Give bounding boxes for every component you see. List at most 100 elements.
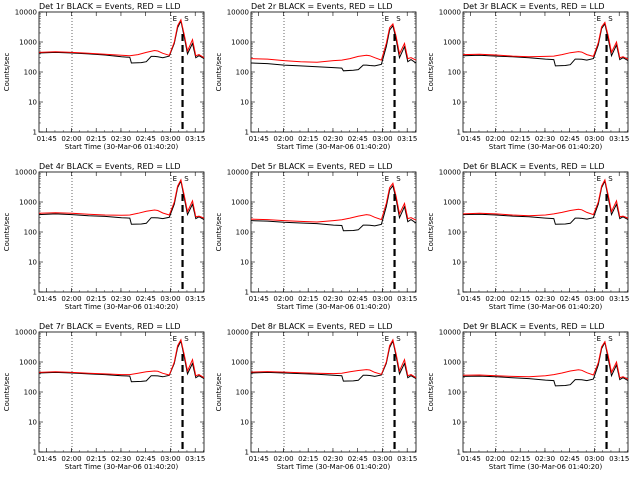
x-tick-label: 03:00 xyxy=(160,295,180,303)
x-tick-label: 02:30 xyxy=(323,455,343,463)
x-tick-label: 03:00 xyxy=(160,135,180,143)
plot-frame xyxy=(462,171,629,293)
y-tick-label: 10000 xyxy=(439,169,461,177)
peak-label-e: E xyxy=(173,15,177,23)
peak-label-e: E xyxy=(385,15,389,23)
y-axis-label: Counts/sec xyxy=(3,373,11,412)
x-tick-label: 02:15 xyxy=(510,295,530,303)
events-series-line xyxy=(38,339,205,383)
y-tick-label: 1000 xyxy=(443,39,461,47)
x-tick-label: 03:15 xyxy=(397,295,417,303)
y-axis-label: Counts/sec xyxy=(215,53,223,92)
y-tick-label: 10000 xyxy=(15,9,37,17)
x-tick-label: 03:15 xyxy=(397,455,417,463)
lld-series-line xyxy=(38,18,205,59)
peak-label-e: E xyxy=(597,335,601,343)
x-tick-label: 02:30 xyxy=(111,135,131,143)
lld-series-line xyxy=(462,21,629,60)
y-tick-label: 10000 xyxy=(227,9,249,17)
x-axis-label: Start Time (30-Mar-06 01:40:20) xyxy=(277,463,391,471)
events-series-line xyxy=(38,179,205,225)
y-tick-label: 1000 xyxy=(443,199,461,207)
x-tick-label: 03:15 xyxy=(185,455,205,463)
y-axis-label: Counts/sec xyxy=(215,373,223,412)
y-tick-label: 1000 xyxy=(19,199,37,207)
chart-title: Det 2r BLACK = Events, RED = LLD xyxy=(251,2,393,11)
x-tick-label: 02:30 xyxy=(535,295,555,303)
x-tick-label: 02:45 xyxy=(348,135,368,143)
y-tick-label: 1 xyxy=(33,289,37,297)
x-tick-label: 02:00 xyxy=(61,455,81,463)
peak-label-s: S xyxy=(184,15,189,23)
y-axis-label: Counts/sec xyxy=(427,53,435,92)
events-series-line xyxy=(250,24,417,72)
y-tick-label: 10 xyxy=(28,259,37,267)
x-tick-label: 03:15 xyxy=(609,455,629,463)
y-tick-label: 1 xyxy=(457,449,461,457)
peak-label-s: S xyxy=(184,175,189,183)
peak-label-s: S xyxy=(608,335,613,343)
lld-series-line xyxy=(462,178,629,219)
x-tick-label: 02:15 xyxy=(510,455,530,463)
y-tick-label: 100 xyxy=(24,389,37,397)
x-tick-label: 03:15 xyxy=(185,295,205,303)
plot-frame xyxy=(250,11,417,133)
lld-series-line xyxy=(462,340,629,380)
x-tick-label: 01:45 xyxy=(461,295,481,303)
y-tick-label: 100 xyxy=(236,389,249,397)
y-tick-label: 10 xyxy=(240,419,249,427)
peak-label-s: S xyxy=(184,335,189,343)
peak-label-e: E xyxy=(173,175,177,183)
y-tick-label: 1 xyxy=(457,289,461,297)
peak-label-s: S xyxy=(396,175,401,183)
x-tick-label: 01:45 xyxy=(37,135,57,143)
peak-label-e: E xyxy=(597,175,601,183)
x-tick-label: 01:45 xyxy=(37,295,57,303)
chart-panel-2: Det 2r BLACK = Events, RED = LLD 1 10 100 10… xyxy=(215,2,417,151)
x-tick-label: 03:00 xyxy=(584,455,604,463)
peak-label-s: S xyxy=(608,175,613,183)
x-tick-label: 02:45 xyxy=(560,295,580,303)
peak-label-s: S xyxy=(608,15,613,23)
x-tick-label: 01:45 xyxy=(249,295,269,303)
x-tick-label: 02:00 xyxy=(273,295,293,303)
y-axis-label: Counts/sec xyxy=(427,373,435,412)
chart-title: Det 5r BLACK = Events, RED = LLD xyxy=(251,162,393,171)
x-tick-label: 01:45 xyxy=(249,135,269,143)
x-tick-label: 02:15 xyxy=(510,135,530,143)
y-axis-label: Counts/sec xyxy=(3,53,11,92)
x-tick-label: 03:15 xyxy=(185,135,205,143)
lld-series-line xyxy=(250,22,417,63)
x-tick-label: 03:00 xyxy=(372,295,392,303)
x-axis-label: Start Time (30-Mar-06 01:40:20) xyxy=(489,463,603,471)
chart-title: Det 1r BLACK = Events, RED = LLD xyxy=(39,2,181,11)
x-tick-label: 02:15 xyxy=(298,455,318,463)
y-tick-label: 10 xyxy=(240,99,249,107)
x-tick-label: 02:45 xyxy=(136,455,156,463)
events-series-line xyxy=(462,179,629,225)
plot-frame xyxy=(38,11,205,133)
x-axis-label: Start Time (30-Mar-06 01:40:20) xyxy=(489,303,603,311)
y-tick-label: 1000 xyxy=(19,359,37,367)
y-tick-label: 10 xyxy=(28,419,37,427)
x-tick-label: 02:45 xyxy=(560,455,580,463)
y-tick-label: 10000 xyxy=(15,169,37,177)
y-tick-label: 1 xyxy=(245,449,249,457)
y-tick-label: 100 xyxy=(24,229,37,237)
x-tick-label: 02:45 xyxy=(136,295,156,303)
x-axis-label: Start Time (30-Mar-06 01:40:20) xyxy=(277,303,391,311)
y-tick-label: 10000 xyxy=(227,329,249,337)
x-tick-label: 02:15 xyxy=(86,135,106,143)
x-tick-label: 02:15 xyxy=(298,135,318,143)
y-tick-label: 10 xyxy=(28,99,37,107)
y-tick-label: 100 xyxy=(448,229,461,237)
x-tick-label: 02:45 xyxy=(136,135,156,143)
x-tick-label: 02:00 xyxy=(485,295,505,303)
x-tick-label: 02:00 xyxy=(273,455,293,463)
chart-title: Det 9r BLACK = Events, RED = LLD xyxy=(463,322,605,331)
plot-frame xyxy=(38,171,205,293)
x-tick-label: 02:15 xyxy=(86,295,106,303)
x-axis-label: Start Time (30-Mar-06 01:40:20) xyxy=(65,143,179,151)
